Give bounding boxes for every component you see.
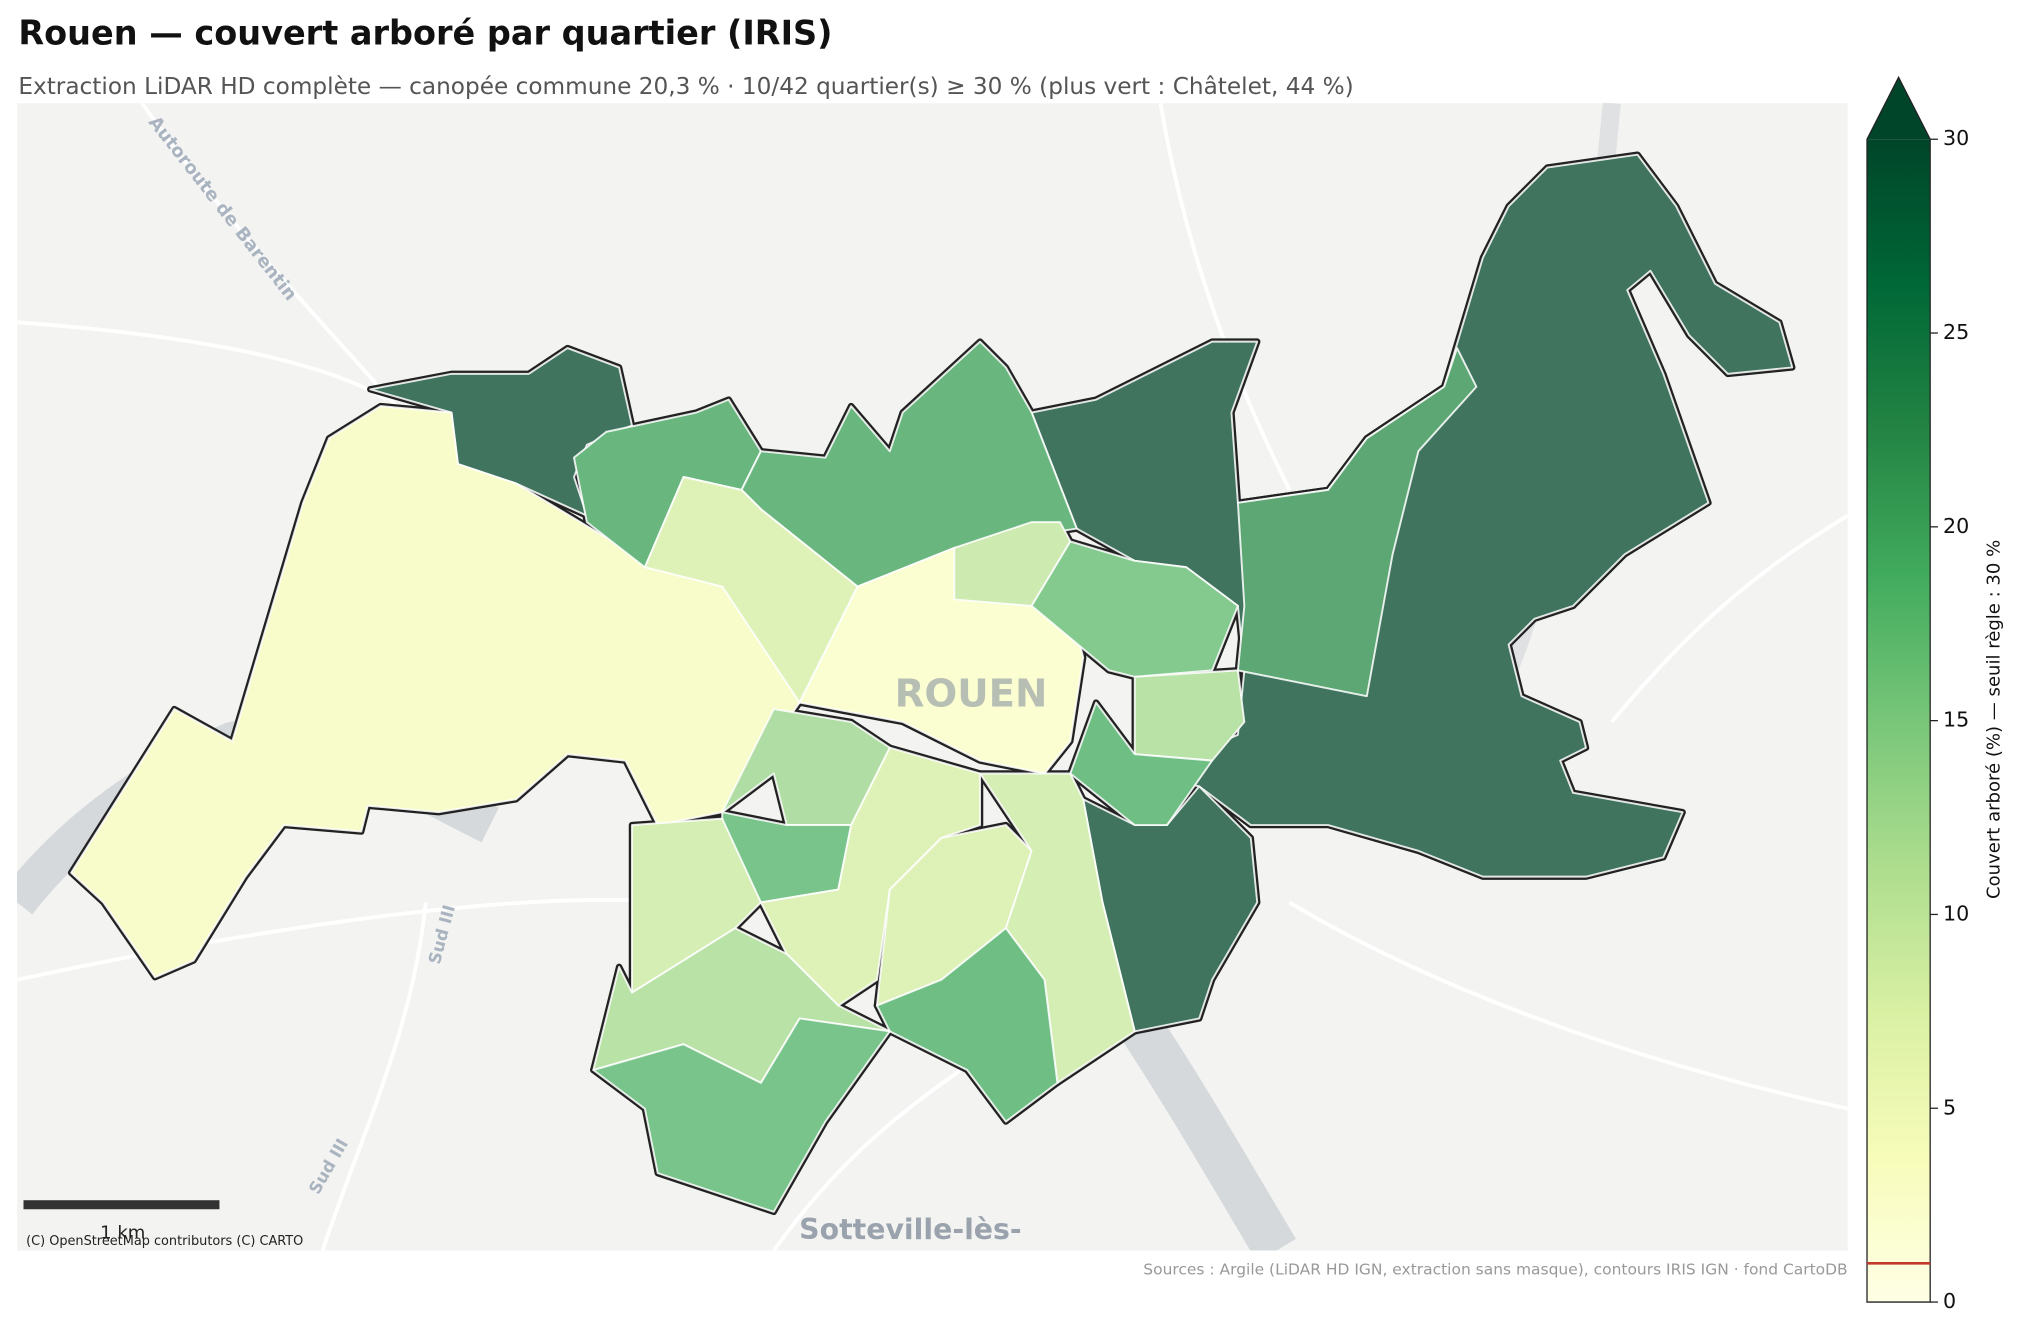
place-label: Sotteville-lès- xyxy=(799,1213,1022,1246)
tick-label: 30 xyxy=(1943,126,1969,150)
district xyxy=(592,1017,891,1213)
river xyxy=(1115,1005,1296,1251)
tick-label: 0 xyxy=(1943,1289,1956,1313)
tick-label: 20 xyxy=(1943,514,1969,538)
colorbar-extension xyxy=(1867,77,1931,140)
tick-label: 5 xyxy=(1943,1095,1956,1119)
colorbar-frame xyxy=(1866,75,1931,1303)
district xyxy=(643,476,859,704)
district xyxy=(1236,347,1478,698)
district xyxy=(759,746,982,1007)
district xyxy=(631,817,762,994)
colorbar-scale xyxy=(1867,139,1931,1303)
scale-label: 1 km xyxy=(100,1223,145,1244)
roads xyxy=(17,103,1848,1251)
district xyxy=(1133,669,1246,762)
attribution: (C) OpenStreetMap contributors (C) CARTO xyxy=(26,1234,303,1249)
district xyxy=(979,772,1136,1084)
map: ROUEN Sotteville-lès- Autoroute de Baren… xyxy=(17,103,1848,1251)
colorbar: 0 5 10 15 20 25 30 xyxy=(1866,75,1969,1313)
district xyxy=(1030,540,1239,678)
tick-label: 15 xyxy=(1943,708,1969,732)
subtitle: Extraction LiDAR HD complète — canopée c… xyxy=(18,73,1353,100)
district xyxy=(875,927,1059,1123)
title: Rouen — couvert arboré par quartier (IRI… xyxy=(18,13,832,52)
tick-label: 25 xyxy=(1943,320,1969,344)
districts xyxy=(67,151,1796,1216)
tick-label: 10 xyxy=(1943,901,1969,925)
colorbar-label: Couvert arboré (%) — seuil règle : 30 % xyxy=(1984,540,2005,899)
source-note: Sources : Argile (LiDAR HD IGN, extracti… xyxy=(1143,1260,1847,1278)
place-label: ROUEN xyxy=(895,672,1048,717)
scale-bar xyxy=(23,1200,220,1210)
